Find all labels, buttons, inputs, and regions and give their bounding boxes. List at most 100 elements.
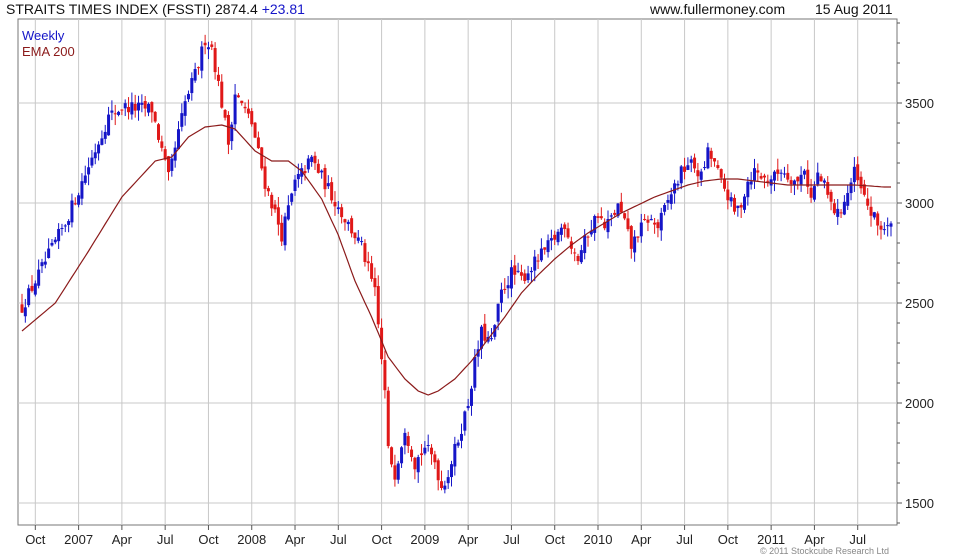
- candle-body: [643, 218, 647, 220]
- candle-body: [200, 46, 204, 71]
- candle-body: [752, 168, 756, 181]
- candle-body: [127, 106, 131, 113]
- x-tick-label: Apr: [631, 532, 652, 547]
- candle-body: [792, 180, 796, 185]
- x-tick-label: Oct: [198, 532, 219, 547]
- candle-body: [336, 207, 340, 210]
- candle-body: [27, 288, 31, 306]
- candle-body: [290, 193, 294, 202]
- candle-body: [636, 236, 640, 238]
- candle-body: [689, 159, 693, 163]
- candle-body: [676, 183, 680, 186]
- candle-body: [699, 171, 703, 180]
- candle-body: [782, 173, 786, 175]
- candle-body: [696, 170, 700, 177]
- candle-body: [163, 149, 167, 160]
- candle-body: [296, 173, 300, 180]
- candle-body: [47, 248, 51, 259]
- candle-body: [20, 304, 24, 313]
- candle-body: [859, 176, 863, 189]
- candle-body: [370, 263, 374, 279]
- candle-body: [629, 226, 633, 249]
- candle-body: [673, 183, 677, 194]
- candle-body: [83, 175, 87, 183]
- candle-body: [739, 205, 743, 208]
- candle-body: [856, 164, 860, 181]
- candle-body: [879, 225, 883, 230]
- candle-body: [186, 93, 190, 100]
- candle-body: [513, 265, 517, 275]
- candle-body: [77, 195, 81, 205]
- candle-body: [459, 433, 463, 441]
- candle-body: [639, 222, 643, 237]
- candle-body: [733, 197, 737, 212]
- candle-body: [713, 158, 717, 162]
- x-tick-label: Jul: [157, 532, 174, 547]
- candle-body: [423, 447, 427, 454]
- candle-body: [729, 197, 733, 202]
- candle-body: [546, 240, 550, 253]
- candle-body: [283, 216, 287, 246]
- candle-body: [719, 169, 723, 178]
- candle-body: [246, 108, 250, 114]
- y-tick-label: 3000: [905, 196, 934, 211]
- candle-body: [539, 248, 543, 261]
- candle-body: [326, 183, 330, 187]
- candle-body: [107, 114, 111, 136]
- candle-body: [140, 102, 144, 105]
- candle-body: [87, 167, 91, 175]
- candle-body: [90, 157, 94, 166]
- candle-body: [556, 231, 560, 243]
- y-tick-label: 2000: [905, 396, 934, 411]
- candle-body: [706, 147, 710, 169]
- candle-body: [839, 212, 843, 214]
- x-tick-label: 2008: [237, 532, 266, 547]
- x-tick-label: Jul: [330, 532, 347, 547]
- candle-body: [743, 196, 747, 210]
- candle-body: [749, 181, 753, 185]
- x-tick-label: Jul: [849, 532, 866, 547]
- x-tick-label: Oct: [371, 532, 392, 547]
- candle-body: [63, 225, 67, 227]
- candle-body: [776, 169, 780, 174]
- candle-body: [463, 411, 467, 431]
- candle-body: [53, 239, 57, 243]
- candle-body: [489, 338, 493, 340]
- candle-body: [669, 194, 673, 204]
- x-tick-label: Jul: [503, 532, 520, 547]
- candle-body: [133, 103, 137, 111]
- candle-body: [366, 261, 370, 264]
- candle-body: [862, 184, 866, 195]
- candle-body: [393, 465, 397, 480]
- x-tick-label: Jul: [676, 532, 693, 547]
- candle-body: [616, 203, 620, 217]
- candle-body: [403, 432, 407, 446]
- candle-body: [376, 286, 380, 325]
- candle-body: [772, 171, 776, 181]
- candle-body: [160, 141, 164, 148]
- candle-body: [656, 222, 660, 229]
- candle-body: [819, 176, 823, 182]
- candle-body: [323, 168, 327, 190]
- candle-body: [396, 463, 400, 480]
- candle-body: [812, 186, 816, 200]
- candle-body: [796, 176, 800, 182]
- x-tick-label: 2011: [757, 532, 785, 547]
- candle-body: [57, 228, 61, 242]
- candle-body: [276, 207, 280, 225]
- candle-body: [473, 357, 477, 388]
- copyright-note: © 2011 Stockcube Research Ltd: [760, 546, 890, 556]
- candle-body: [153, 111, 157, 122]
- candle-body: [623, 213, 627, 219]
- candle-body: [406, 436, 410, 446]
- candle-body: [723, 178, 727, 189]
- candle-body: [230, 124, 234, 142]
- candle-body: [353, 232, 357, 239]
- candle-body: [566, 228, 570, 238]
- candle-body: [410, 449, 414, 458]
- candle-body: [196, 67, 200, 69]
- candle-body: [869, 206, 873, 216]
- candle-body: [596, 216, 600, 218]
- candle-body: [536, 260, 540, 262]
